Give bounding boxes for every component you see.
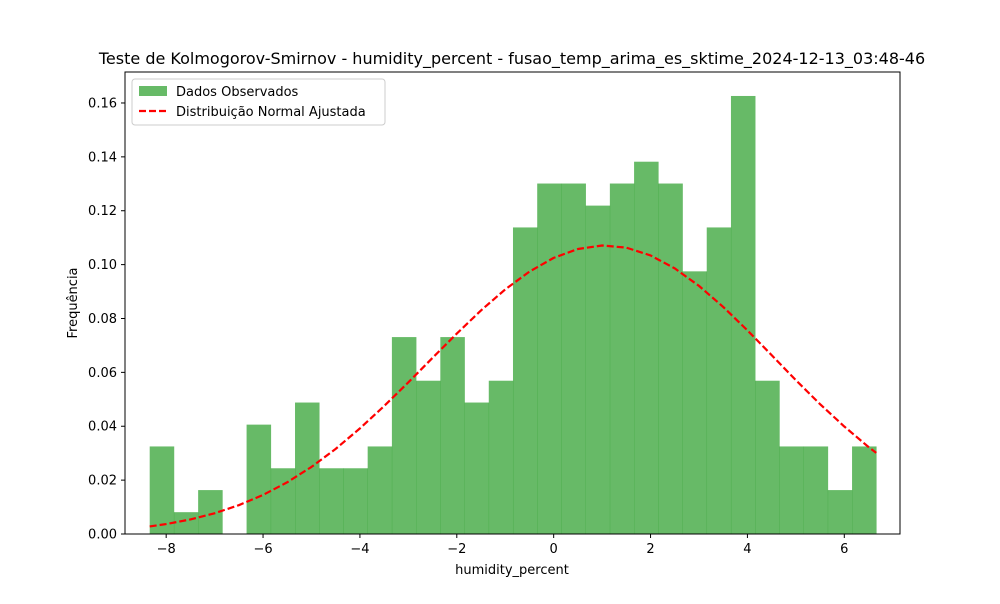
histogram-bar <box>730 95 756 534</box>
y-tick-label: 0.12 <box>88 204 117 219</box>
legend-frame <box>131 78 386 126</box>
histogram-bar <box>706 227 732 534</box>
x-axis-ticks: −8 −6 −4 −2 0 2 4 6 <box>157 534 848 557</box>
x-tick-label: −8 <box>157 542 176 557</box>
histogram-bar <box>343 468 368 534</box>
y-tick-label: 0.08 <box>88 312 117 327</box>
plot-area-frame <box>124 71 901 535</box>
legend-label-curve: Distribuição Normal Ajustada <box>176 105 366 120</box>
histogram-bar <box>803 446 829 534</box>
x-tick-label: −2 <box>447 542 466 557</box>
bars-layer <box>149 95 877 534</box>
x-axis-label: humidity_percent <box>455 563 569 578</box>
y-axis-label: Frequência <box>66 267 81 338</box>
histogram-bar <box>682 271 708 534</box>
histogram-bar <box>585 205 611 534</box>
histogram-bar <box>295 402 320 534</box>
histogram-bar <box>464 402 490 534</box>
histogram-bar <box>270 468 296 534</box>
x-tick-label: −4 <box>350 542 369 557</box>
histogram-bar <box>440 337 465 534</box>
normal-fit-curve <box>149 244 877 528</box>
y-axis-ticks: 0.00 0.02 0.04 0.06 0.08 0.10 0.12 0.14 0.16 <box>88 96 125 543</box>
legend-label-bars: Dados Observados <box>176 85 299 100</box>
histogram-bar <box>319 468 344 534</box>
histogram-bar <box>658 183 683 534</box>
histogram-bar <box>512 227 538 534</box>
y-tick-label: 0.00 <box>88 528 117 543</box>
histogram-bar <box>609 183 635 534</box>
y-tick-label: 0.02 <box>88 474 117 489</box>
histogram-bar <box>537 183 562 534</box>
histogram-bar <box>416 380 441 534</box>
histogram-bar <box>755 380 780 534</box>
x-tick-label: 4 <box>743 542 751 557</box>
y-tick-label: 0.16 <box>88 96 117 111</box>
histogram-bar <box>488 380 514 534</box>
histogram-bar <box>827 490 853 534</box>
x-tick-label: 0 <box>550 542 558 557</box>
histogram-bar <box>779 446 804 534</box>
histogram-bar <box>391 337 417 534</box>
y-tick-label: 0.06 <box>88 366 117 381</box>
legend: Dados Observados Distribuição Normal Aju… <box>131 78 386 126</box>
histogram-bar <box>852 446 877 534</box>
histogram-bar <box>561 183 586 534</box>
chart-title: Teste de Kolmogorov-Smirnov - humidity_p… <box>98 49 925 69</box>
y-tick-label: 0.10 <box>88 258 117 273</box>
curve-layer <box>149 244 877 528</box>
y-tick-label: 0.14 <box>88 150 117 165</box>
x-tick-label: 6 <box>840 542 848 557</box>
histogram-bar <box>149 446 175 534</box>
legend-swatch-bars <box>139 86 167 96</box>
histogram-bar <box>246 424 272 534</box>
histogram-bar <box>173 512 199 534</box>
histogram-bar <box>634 161 659 534</box>
y-tick-label: 0.04 <box>88 420 117 435</box>
x-tick-label: 2 <box>646 542 654 557</box>
x-tick-label: −6 <box>253 542 272 557</box>
histogram-bar <box>367 446 393 534</box>
